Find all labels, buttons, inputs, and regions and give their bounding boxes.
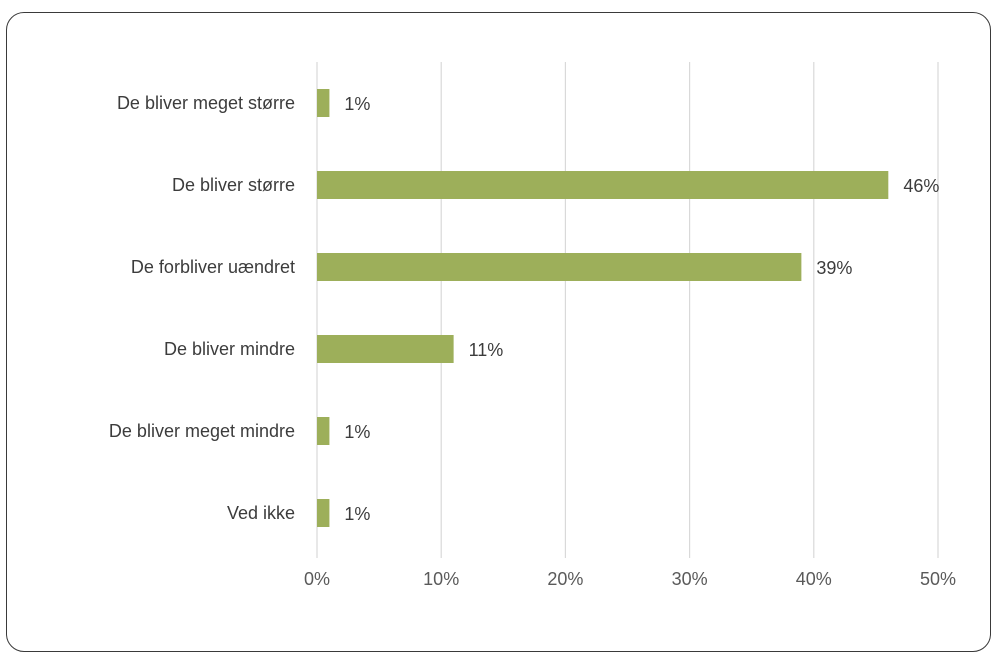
x-tick-label: 30% (672, 569, 708, 589)
x-tick-label: 0% (304, 569, 330, 589)
bar (317, 499, 330, 527)
gridlines (316, 62, 939, 558)
data-label: 1% (344, 504, 370, 524)
x-tick-label: 10% (423, 569, 459, 589)
value-labels: 1% 46% 39% 11% 1% 1% (344, 94, 939, 524)
category-label: De forbliver uændret (131, 257, 295, 277)
category-label: De bliver mindre (164, 339, 295, 359)
chart-frame (6, 12, 991, 652)
data-label: 11% (469, 340, 504, 360)
bar (317, 417, 330, 445)
bar (317, 171, 889, 199)
x-axis-tick-labels: 0% 10% 20% 30% 40% 50% (304, 569, 956, 589)
bar (317, 253, 802, 281)
x-tick-label: 40% (796, 569, 832, 589)
bar (317, 89, 330, 117)
bar-chart: De bliver meget større De bliver større De… (109, 62, 956, 589)
data-label: 1% (344, 422, 370, 442)
bars (317, 89, 889, 527)
category-label: De bliver meget mindre (109, 421, 295, 441)
category-label: Ved ikke (227, 503, 295, 523)
data-label: 39% (816, 258, 852, 278)
x-tick-label: 50% (920, 569, 956, 589)
data-label: 1% (344, 94, 370, 114)
bar (317, 335, 454, 363)
category-label: De bliver meget større (117, 93, 295, 113)
category-label: De bliver større (172, 175, 295, 195)
category-labels: De bliver meget større De bliver større De… (109, 93, 295, 523)
data-label: 46% (903, 176, 939, 196)
x-tick-label: 20% (547, 569, 583, 589)
